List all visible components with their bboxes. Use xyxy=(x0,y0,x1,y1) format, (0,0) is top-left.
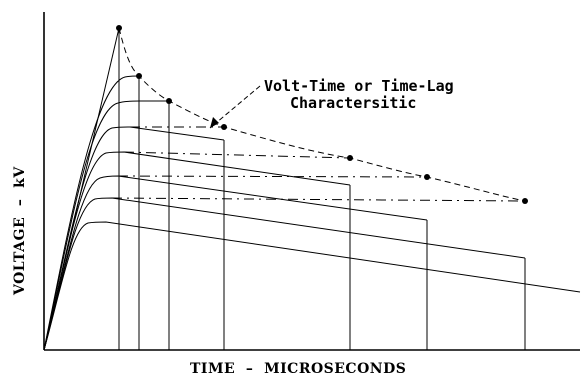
annotation-line-1: Volt-Time or Time-Lag xyxy=(264,77,454,95)
annotation-arrow xyxy=(209,85,261,129)
volt-time-characteristic-curve xyxy=(118,27,526,202)
flashover-point xyxy=(347,155,353,161)
leader-line-3 xyxy=(117,175,428,178)
arrow-head-icon xyxy=(210,117,219,128)
flashover-point xyxy=(136,73,142,79)
flashover-point xyxy=(522,198,528,204)
impulse-wave-7 xyxy=(43,197,526,351)
flashover-point xyxy=(221,124,227,130)
impulse-wave-5 xyxy=(43,151,351,351)
annotation-line-2: Charactersitic xyxy=(290,94,416,112)
leader-line-4 xyxy=(111,197,526,202)
y-axis-label: VOLTAGE – kV xyxy=(12,166,28,296)
leader-line-2 xyxy=(123,151,351,159)
impulse-wave-4 xyxy=(43,126,225,351)
impulse-wave-6 xyxy=(43,175,428,351)
impulse-wave-3 xyxy=(43,100,169,351)
flashover-point xyxy=(116,25,122,31)
impulse-wave-8 xyxy=(43,221,581,351)
impulse-wave-2 xyxy=(43,75,140,351)
flashover-point xyxy=(166,98,172,104)
flashover-point xyxy=(424,174,430,180)
x-axis-label: TIME – MICROSECONDS xyxy=(190,361,406,377)
